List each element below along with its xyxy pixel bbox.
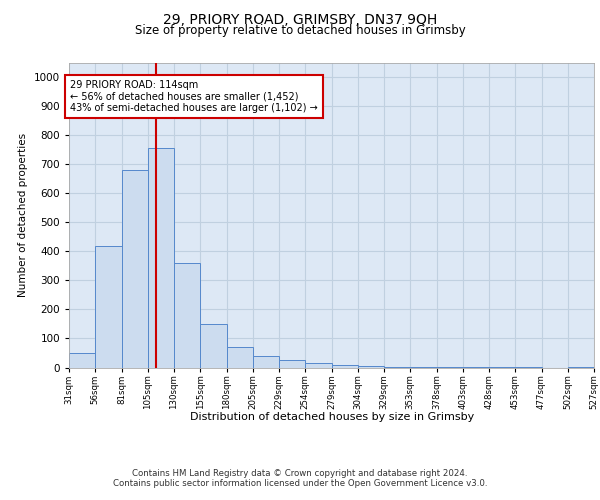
Bar bbox=[253, 356, 279, 368]
Bar bbox=[358, 366, 384, 368]
Bar bbox=[227, 347, 253, 368]
Bar bbox=[384, 366, 410, 368]
Bar bbox=[331, 364, 358, 368]
Bar bbox=[305, 363, 331, 368]
Bar bbox=[410, 367, 437, 368]
Bar bbox=[69, 353, 95, 368]
Text: 29, PRIORY ROAD, GRIMSBY, DN37 9QH: 29, PRIORY ROAD, GRIMSBY, DN37 9QH bbox=[163, 12, 437, 26]
Bar bbox=[121, 170, 148, 368]
Text: Contains public sector information licensed under the Open Government Licence v3: Contains public sector information licen… bbox=[113, 479, 487, 488]
Text: Contains HM Land Registry data © Crown copyright and database right 2024.: Contains HM Land Registry data © Crown c… bbox=[132, 469, 468, 478]
Bar bbox=[95, 246, 121, 368]
Bar bbox=[174, 263, 200, 368]
Bar bbox=[148, 148, 174, 368]
Bar bbox=[200, 324, 227, 368]
Bar bbox=[279, 360, 305, 368]
Text: Distribution of detached houses by size in Grimsby: Distribution of detached houses by size … bbox=[190, 412, 474, 422]
Text: Size of property relative to detached houses in Grimsby: Size of property relative to detached ho… bbox=[134, 24, 466, 37]
Text: 29 PRIORY ROAD: 114sqm
← 56% of detached houses are smaller (1,452)
43% of semi-: 29 PRIORY ROAD: 114sqm ← 56% of detached… bbox=[70, 80, 318, 113]
Y-axis label: Number of detached properties: Number of detached properties bbox=[18, 133, 28, 297]
